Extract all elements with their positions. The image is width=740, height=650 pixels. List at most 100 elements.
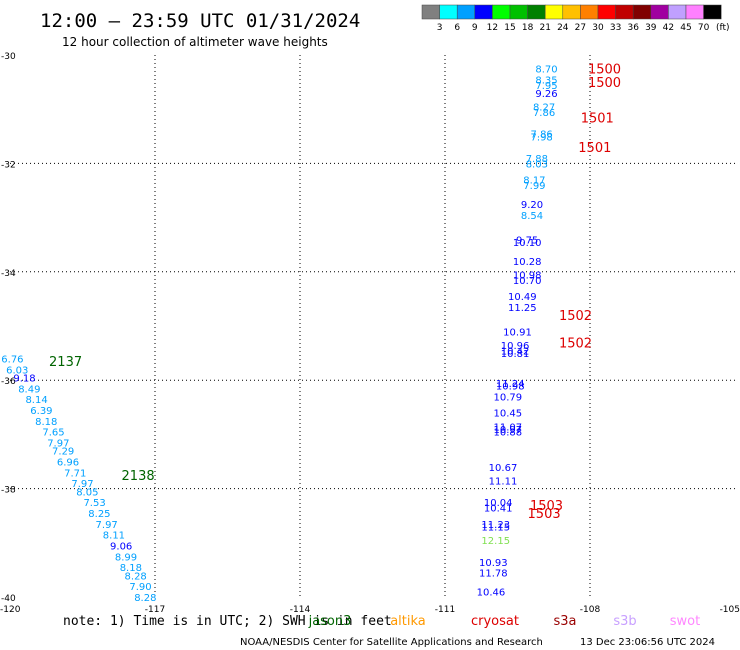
latitude-tick-label: -40	[1, 594, 16, 604]
wave-height-value: 6.76	[1, 355, 23, 366]
latitude-tick-label: -30	[1, 52, 16, 62]
satellite-name-jason3: jason3	[308, 614, 352, 629]
pass-number-label: 1502	[559, 336, 592, 351]
legend-tick-label: 15	[504, 23, 515, 33]
wave-height-value: 8.28	[134, 593, 156, 604]
longitude-tick-label: -105	[720, 605, 740, 615]
wave-height-value: 6.96	[57, 458, 79, 469]
longitude-tick-label: -111	[435, 605, 455, 615]
wave-height-value: 10.10	[513, 238, 542, 249]
wave-height-value: 7.65	[42, 428, 64, 439]
wave-height-value: 10.41	[484, 504, 513, 515]
wave-height-value: 10.28	[513, 257, 542, 268]
wave-height-value: 7.86	[531, 130, 553, 141]
legend-swatch	[650, 4, 669, 20]
wave-height-value: 7.53	[83, 498, 105, 509]
wave-height-value: 10.81	[501, 349, 530, 360]
legend-swatch	[421, 4, 440, 20]
wave-height-value: 11.11	[489, 476, 518, 487]
footer-credit: NOAA/NESDIS Center for Satellite Applica…	[240, 637, 543, 648]
wave-height-value: 7.99	[523, 181, 545, 192]
wave-height-points: 8.708.357.959.268.277.867.867.987.888.03…	[1, 65, 557, 604]
legend-unit: (ft)	[716, 23, 730, 33]
legend-tick-label: 6	[454, 23, 460, 33]
satellite-legend: jason3 altika cryosat s3a s3b swot	[308, 614, 701, 629]
wave-height-value: 8.25	[88, 509, 110, 520]
wave-height-value: 10.79	[494, 392, 523, 403]
wave-height-value: 10.96	[501, 341, 530, 352]
map-grid	[10, 55, 735, 597]
latitude-tick-label: -32	[1, 160, 16, 170]
wave-height-value: 9.06	[110, 542, 132, 553]
latitude-tick-label: -38	[1, 486, 16, 496]
wave-height-value: 10.45	[494, 409, 523, 420]
legend-swatch	[456, 4, 476, 20]
wave-height-value: 10.49	[508, 292, 537, 303]
wave-height-value: 9.18	[13, 373, 35, 384]
wave-height-value: 8.05	[76, 487, 98, 498]
pass-number-label: 2137	[49, 355, 82, 370]
page-title: 12:00 – 23:59 UTC 01/31/2024	[40, 10, 360, 32]
wave-height-value: 7.98	[531, 132, 553, 143]
wave-height-value: 10.93	[479, 558, 508, 569]
longitude-tick-label: -108	[580, 605, 601, 615]
legend-swatch	[544, 4, 564, 20]
wave-height-value: 8.35	[535, 75, 557, 86]
legend-tick-label: 33	[610, 23, 621, 33]
wave-height-value: 12.15	[481, 536, 510, 547]
legend-tick-label: 18	[522, 23, 534, 33]
footer-generated: 13 Dec 23:06:56 UTC 2024	[580, 637, 715, 648]
wave-height-value: 10.98	[496, 382, 525, 393]
satellite-name-s3a: s3a	[553, 614, 576, 629]
wave-height-value: 10.42	[501, 346, 530, 357]
color-legend: 3 6 9 12 15 18 21 24 27 30 33 36 39 42 45 70	[421, 4, 722, 33]
wave-height-value: 10.88	[494, 428, 523, 439]
wave-height-value: 10.70	[513, 276, 542, 287]
legend-swatch	[580, 4, 599, 20]
legend-swatch	[492, 4, 511, 20]
legend-tick-label: 36	[627, 23, 639, 33]
wave-height-value: 11.07	[494, 422, 523, 433]
legend-swatch	[703, 4, 722, 20]
wave-height-value: 10.67	[489, 463, 518, 474]
wave-height-value: 10.46	[477, 588, 506, 599]
legend-tick-label: 21	[539, 23, 550, 33]
wave-height-value: 6.03	[6, 365, 28, 376]
latitude-tick-label: -34	[1, 269, 16, 279]
legend-tick-label: 30	[592, 23, 604, 33]
map-axes: -30 -32 -34 -36 -38 -40-120 -117 -114 -111 -108 -1…	[0, 52, 740, 615]
latitude-tick-label: -36	[1, 377, 16, 387]
wave-height-value: 6.39	[30, 406, 52, 417]
wave-height-value: 7.95	[535, 81, 557, 92]
longitude-tick-label: -120	[0, 605, 21, 615]
wave-height-value: 10.97	[494, 425, 523, 436]
wave-height-value: 10.91	[503, 327, 532, 338]
wave-height-value: 11.23	[481, 520, 510, 531]
legend-swatch	[474, 4, 493, 20]
legend-swatch	[668, 4, 687, 20]
wave-height-value: 8.27	[533, 102, 555, 113]
wave-height-value: 7.90	[129, 582, 151, 593]
legend-swatch	[509, 4, 528, 20]
legend-tick-label: 12	[487, 23, 498, 33]
wave-height-value: 11.78	[479, 569, 508, 580]
legend-tick-label: 24	[557, 23, 569, 33]
wave-height-value: 7.97	[71, 479, 93, 490]
legend-tick-label: 70	[698, 23, 710, 33]
wave-height-value: 7.88	[526, 154, 548, 165]
wave-height-value: 11.25	[508, 303, 537, 314]
wave-height-value: 9.20	[521, 200, 543, 211]
wave-height-value: 8.11	[103, 531, 125, 542]
pass-number-label: 1501	[578, 141, 611, 156]
satellite-name-altika: altika	[390, 614, 426, 629]
legend-swatch	[562, 4, 581, 20]
legend-tick-label: 27	[575, 23, 586, 33]
legend-tick-label: 9	[472, 23, 478, 33]
longitude-tick-label: -117	[145, 605, 165, 615]
legend-swatch	[527, 4, 546, 20]
pass-number-label: 1503	[528, 507, 561, 522]
wave-height-value: 7.29	[52, 447, 74, 458]
wave-height-value: 8.18	[120, 563, 142, 574]
